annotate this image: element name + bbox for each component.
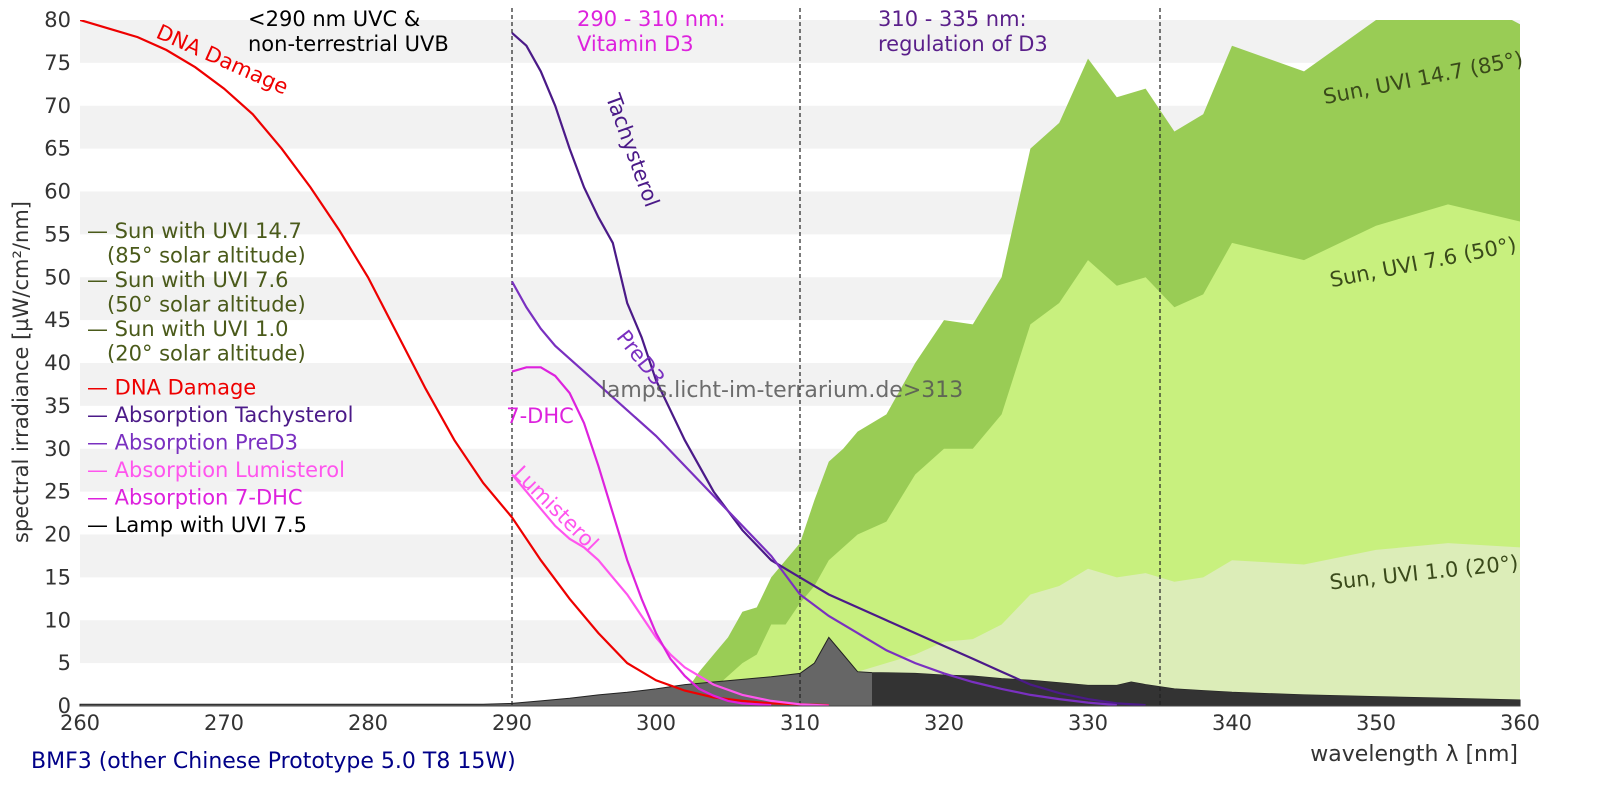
series-line [80, 20, 829, 706]
y-tick-label: 65 [44, 137, 71, 161]
legend-entry: — Sun with UVI 1.0 [87, 317, 289, 341]
x-tick-label: 260 [60, 711, 100, 735]
legend-entry: — Absorption Lumisterol [87, 458, 345, 482]
watermark: lamps.licht-im-terrarium.de>313 [601, 378, 964, 403]
x-tick-label: 290 [492, 711, 532, 735]
sun-area [656, 543, 1520, 706]
y-tick-label: 25 [44, 480, 71, 504]
y-tick-label: 55 [44, 222, 71, 246]
y-tick-label: 30 [44, 437, 71, 461]
series-line [511, 280, 1117, 706]
y-tick-label: 10 [44, 608, 71, 632]
y-tick-label: 70 [44, 94, 71, 118]
x-tick-label: 350 [1356, 711, 1396, 735]
y-tick-label: 45 [44, 308, 71, 332]
region-label: <290 nm UVC & [248, 7, 420, 31]
x-tick-label: 320 [924, 711, 964, 735]
legend-entry: — Sun with UVI 14.7 [87, 219, 302, 243]
x-axis-label: wavelength λ [nm] [1310, 742, 1518, 767]
region-dividers: <290 nm UVC &non-terrestrial UVB 290 - 31… [248, 7, 1161, 706]
series-line [511, 32, 1146, 706]
x-tick-label: 360 [1500, 711, 1540, 735]
legend-entry: — DNA Damage [87, 376, 256, 400]
x-tick-label: 330 [1068, 711, 1108, 735]
legend-entry: — Lamp with UVI 7.5 [87, 513, 307, 537]
y-tick-label: 0 [58, 694, 71, 718]
y-axis-label: spectral irradiance [µW/cm²/nm] [9, 201, 33, 543]
series-line [511, 473, 829, 706]
region-label: regulation of D3 [878, 32, 1048, 56]
y-tick-label: 20 [44, 523, 71, 547]
lamp-area-dark [872, 672, 1520, 706]
legend-entry: — Sun with UVI 7.6 [87, 268, 289, 292]
legend-entry: (85° solar altitude) [87, 244, 306, 268]
axes: 260 270 280 290 300 310 320 330 340 350 360 0 5 10 15 2… [44, 8, 1540, 735]
region-label: 290 - 310 nm: [577, 7, 726, 31]
y-tick-label: 75 [44, 51, 71, 75]
footer-caption: BMF3 (other Chinese Prototype 5.0 T8 15W… [31, 749, 516, 774]
series-label: 7-DHC [506, 404, 574, 428]
region-label: 310 - 335 nm: [878, 7, 1027, 31]
sun-areas [656, 20, 1520, 706]
y-tick-label: 50 [44, 265, 71, 289]
region-label: Vitamin D3 [577, 32, 694, 56]
legend: — Sun with UVI 14.7 (85° solar altitude)… [87, 219, 353, 537]
region-label: non-terrestrial UVB [248, 32, 449, 56]
legend-entry: — Absorption Tachysterol [87, 403, 353, 427]
y-tick-label: 15 [44, 565, 71, 589]
legend-entry: (20° solar altitude) [87, 342, 306, 366]
x-tick-label: 270 [204, 711, 244, 735]
legend-entry: — Absorption 7-DHC [87, 486, 303, 510]
x-tick-label: 310 [780, 711, 820, 735]
y-tick-label: 5 [58, 651, 71, 675]
legend-entry: — Absorption PreD3 [87, 431, 298, 455]
y-tick-label: 60 [44, 180, 71, 204]
x-tick-label: 340 [1212, 711, 1252, 735]
x-tick-label: 280 [348, 711, 388, 735]
series-line [511, 366, 772, 706]
legend-entry: (50° solar altitude) [87, 293, 306, 317]
y-tick-label: 35 [44, 394, 71, 418]
x-tick-label: 300 [636, 711, 676, 735]
absorption-curves [80, 20, 1146, 706]
grid-band [80, 20, 1520, 63]
y-tick-label: 80 [44, 8, 71, 32]
y-tick-label: 40 [44, 351, 71, 375]
